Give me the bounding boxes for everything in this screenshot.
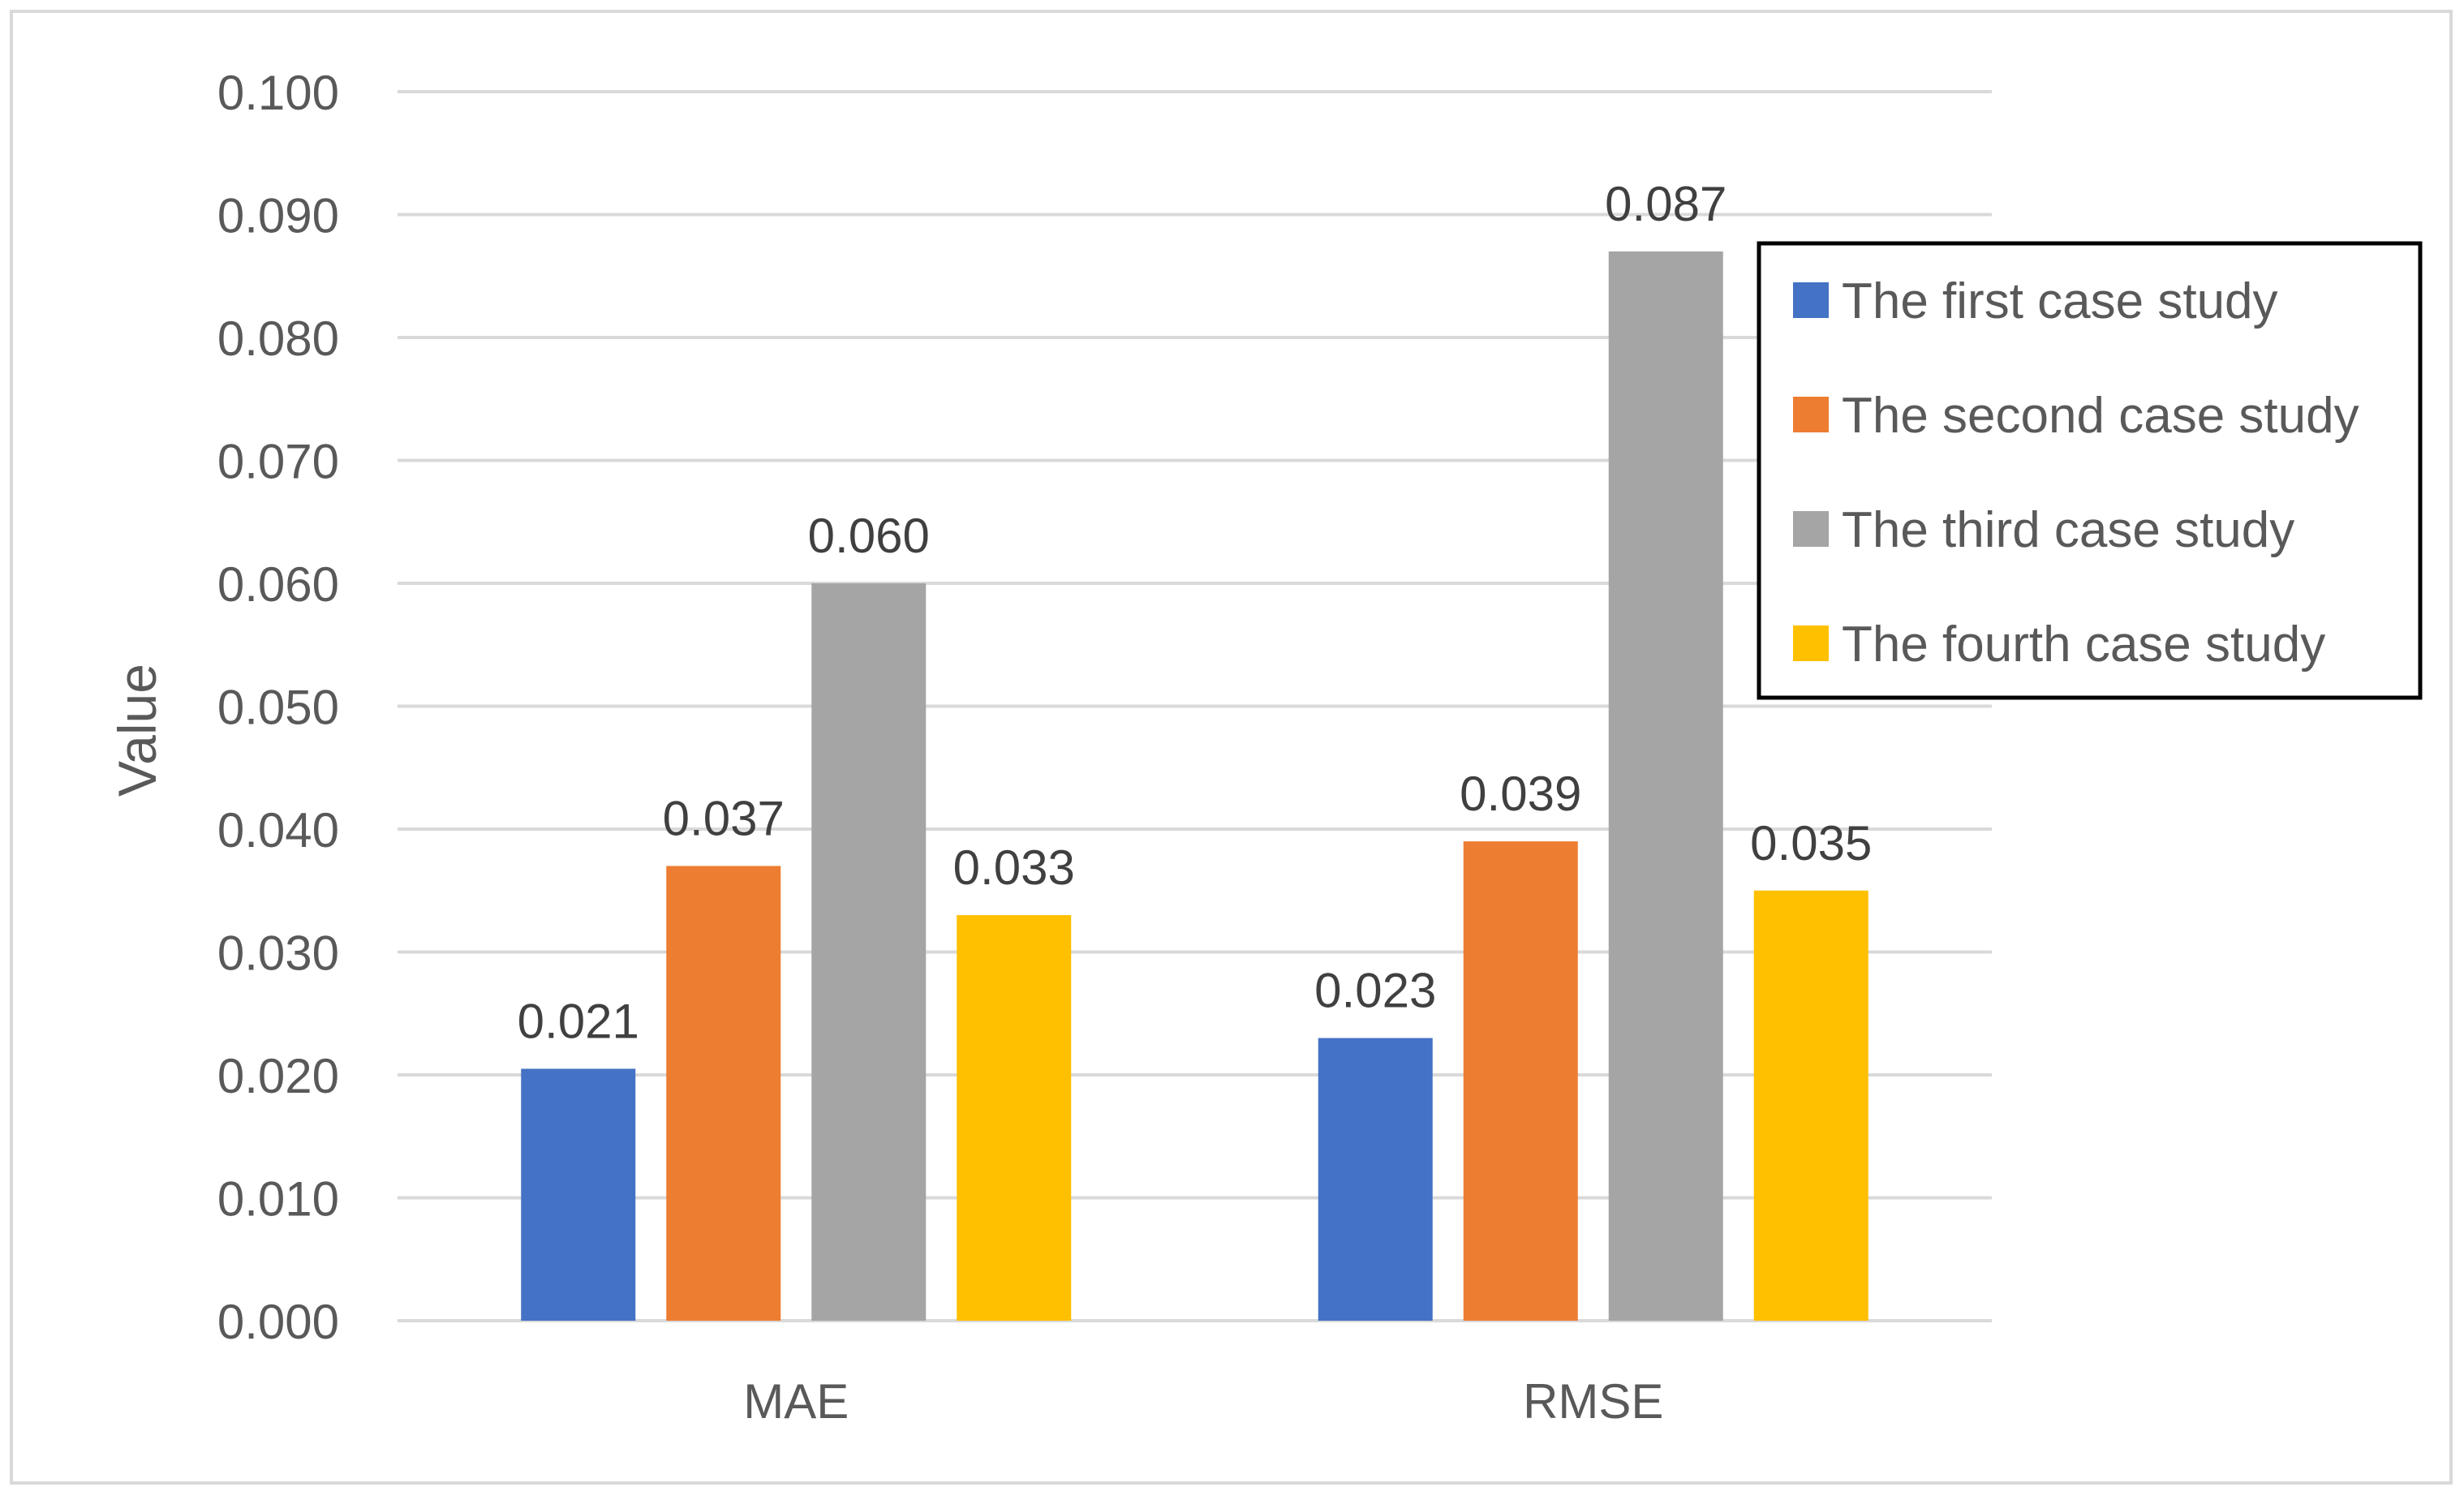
y-axis-tick-labels: 0.000 0.010 0.020 0.030 0.040 0.050 0.060 0.070… xyxy=(217,66,339,1349)
x-tick-label: MAE xyxy=(743,1374,849,1429)
bar xyxy=(666,866,781,1321)
bars xyxy=(521,251,1868,1322)
data-label: 0.087 xyxy=(1605,177,1727,231)
x-axis-tick-labels: MAE RMSE xyxy=(743,1374,1663,1429)
y-tick-label: 0.070 xyxy=(217,435,339,489)
gridlines xyxy=(398,90,1992,1322)
y-tick-label: 0.000 xyxy=(217,1295,339,1349)
legend-label: The second case study xyxy=(1842,388,2359,444)
bar xyxy=(521,1068,636,1321)
y-tick-label: 0.020 xyxy=(217,1049,339,1103)
y-axis-label: Value xyxy=(107,664,167,797)
legend-box xyxy=(1757,241,2423,700)
legend-label: The first case study xyxy=(1842,273,2278,329)
chart-border xyxy=(10,10,2453,1485)
data-label: 0.023 xyxy=(1314,964,1436,1018)
data-label: 0.039 xyxy=(1460,767,1581,821)
legend-label: The third case study xyxy=(1842,502,2294,558)
bar xyxy=(1463,841,1578,1321)
y-tick-label: 0.040 xyxy=(217,803,339,857)
y-tick-label: 0.030 xyxy=(217,926,339,981)
bar xyxy=(1608,251,1723,1322)
data-labels: 0.021 0.037 0.060 0.033 0.023 0.039 0.087 0.035 xyxy=(518,177,1873,1048)
y-tick-label: 0.090 xyxy=(217,189,339,243)
legend-swatch xyxy=(1793,397,1829,432)
legend-swatch xyxy=(1793,625,1829,661)
bar xyxy=(1318,1038,1433,1321)
legend-swatch xyxy=(1793,511,1829,547)
y-tick-label: 0.080 xyxy=(217,312,339,366)
legend-swatch xyxy=(1793,282,1829,318)
y-tick-label: 0.060 xyxy=(217,557,339,612)
bar xyxy=(957,915,1072,1321)
legend: The first case study The second case stud… xyxy=(1757,241,2423,700)
y-tick-label: 0.050 xyxy=(217,681,339,735)
data-label: 0.037 xyxy=(663,791,785,845)
data-label: 0.060 xyxy=(808,509,930,563)
data-label: 0.035 xyxy=(1750,816,1872,870)
x-tick-label: RMSE xyxy=(1523,1374,1663,1429)
bar xyxy=(1753,890,1868,1321)
y-tick-label: 0.010 xyxy=(217,1172,339,1227)
bar xyxy=(811,583,927,1321)
y-tick-label: 0.100 xyxy=(217,66,339,120)
data-label: 0.033 xyxy=(953,840,1075,895)
data-label: 0.021 xyxy=(518,994,639,1048)
legend-label: The fourth case study xyxy=(1842,617,2325,673)
